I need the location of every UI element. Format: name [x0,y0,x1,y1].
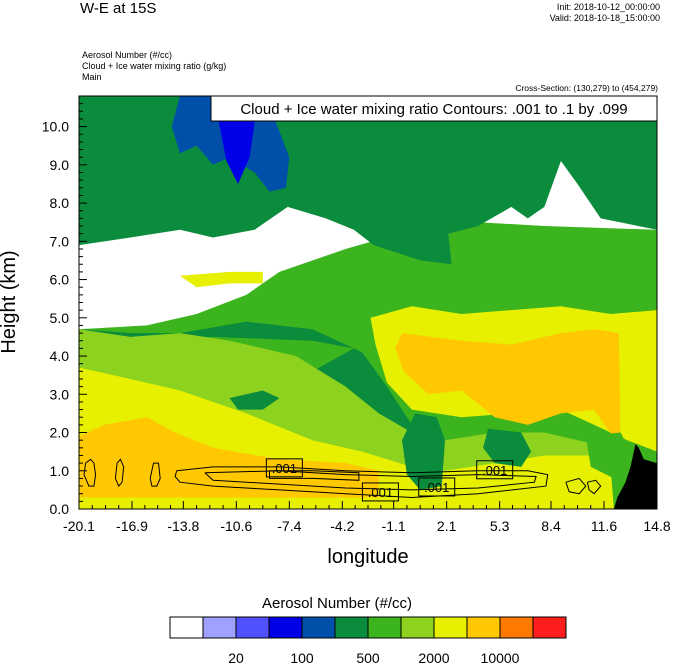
contour-label: .001 [424,480,449,495]
contour-label: .001 [272,461,297,476]
contour-line-4 [204,470,537,491]
colorbar-swatch [499,616,534,639]
contour-line-0 [83,458,97,487]
y-tick-label: 1.0 [50,463,70,479]
contour-line-6 [565,477,587,495]
cross-section-label: Cross-Section: (130,279) to (454,279) [515,83,658,93]
main-title: W-E at 15S [80,0,157,17]
colorbar-tick-label: 2000 [418,650,449,666]
colorbar-swatch [235,616,270,639]
variable-label-cloud: Cloud + Ice water mixing ratio (g/kg) [82,61,227,71]
contour-label-box [361,482,399,502]
init-time: Init: 2018-10-12_00:00:00 [556,2,660,12]
colorbar: 20 100 500 2000 10000 [169,616,567,666]
field-region-15 [585,432,633,479]
y-axis-label: Height (km) [0,250,20,353]
x-tick-label: 14.8 [643,518,670,534]
contour-label-box [265,458,303,478]
colorbar-swatch [433,616,468,639]
x-tick-label: 5.3 [490,518,510,534]
y-tick-label: 2.0 [50,425,70,441]
colorbar-tick-label: 10000 [481,650,520,666]
contour-labels: .001 .001 .001 .001 [265,458,514,502]
colorbar-swatch [169,616,204,639]
field-region-11 [180,271,263,288]
colorbar-swatch [466,616,501,639]
terrain [613,444,657,509]
contour-label-box [418,477,456,497]
y-tick-label: 9.0 [50,157,70,173]
colorbar-swatch [334,616,369,639]
variable-label-main: Main [82,72,102,82]
x-tick-label: -4.2 [330,518,354,534]
field-region-12 [229,390,280,410]
contour-line-7 [586,479,602,495]
contour-label: .001 [482,463,507,478]
aerosol-field [79,96,657,509]
x-tick-label: -10.6 [220,518,252,534]
contour-line-5 [269,470,360,481]
contour-line-1 [114,458,125,488]
colorbar-swatch [367,616,402,639]
y-tick-label: 3.0 [50,386,70,402]
x-tick-label: -7.4 [277,518,301,534]
y-tick-label: 10.0 [42,119,69,135]
contour-label: .001 [368,485,393,500]
contour-info-box: Cloud + Ice water mixing ratio Contours:… [210,95,658,122]
contour-line-3 [174,466,549,499]
variable-label-aerosol: Aerosol Number (#/cc) [82,50,173,60]
colorbar-swatch [400,616,435,639]
x-tick-label: 2.1 [437,518,457,534]
x-tick-label: -13.8 [167,518,199,534]
contour-label-box [476,460,514,480]
colorbar-tick-label: 20 [228,650,244,666]
chart-title: Cloud + Ice water mixing ratio Contours:… [240,101,627,118]
x-tick-label: -16.9 [116,518,148,534]
field-region-9 [79,417,379,498]
contour-info-box-frame [210,95,658,122]
y-tick-label: 4.0 [50,348,70,364]
colorbar-tick-label: 500 [356,650,380,666]
x-tick-label: -1.1 [382,518,406,534]
y-tick-label: 5.0 [50,310,70,326]
colorbar-swatch [301,616,336,639]
x-tick-label: -20.1 [63,518,95,534]
x-tick-label: 8.4 [541,518,561,534]
y-tick-label: 7.0 [50,233,70,249]
field-region-10 [395,329,621,448]
y-tick-label: 6.0 [50,272,70,288]
field-region-13 [402,413,445,490]
field-region-14 [483,428,532,467]
contour-line-2 [149,462,161,487]
valid-time: Valid: 2018-10-18_15:00:00 [549,13,660,23]
colorbar-title: Aerosol Number (#/cc) [261,595,413,612]
colorbar-tick-label: 100 [290,650,314,666]
colorbar-swatch [532,616,567,639]
axes: -20.1 -16.9 -13.8 -10.6 -7.4 -4.2 -1.1 2.1 5.3 8.… [42,103,671,534]
cloud-contours [83,458,602,499]
colorbar-swatch [202,616,237,639]
x-tick-label: 11.6 [591,518,617,534]
x-axis-label: longitude [327,546,408,568]
y-tick-label: 0.0 [50,501,70,517]
y-tick-label: 8.0 [50,195,70,211]
colorbar-swatch [268,616,303,639]
